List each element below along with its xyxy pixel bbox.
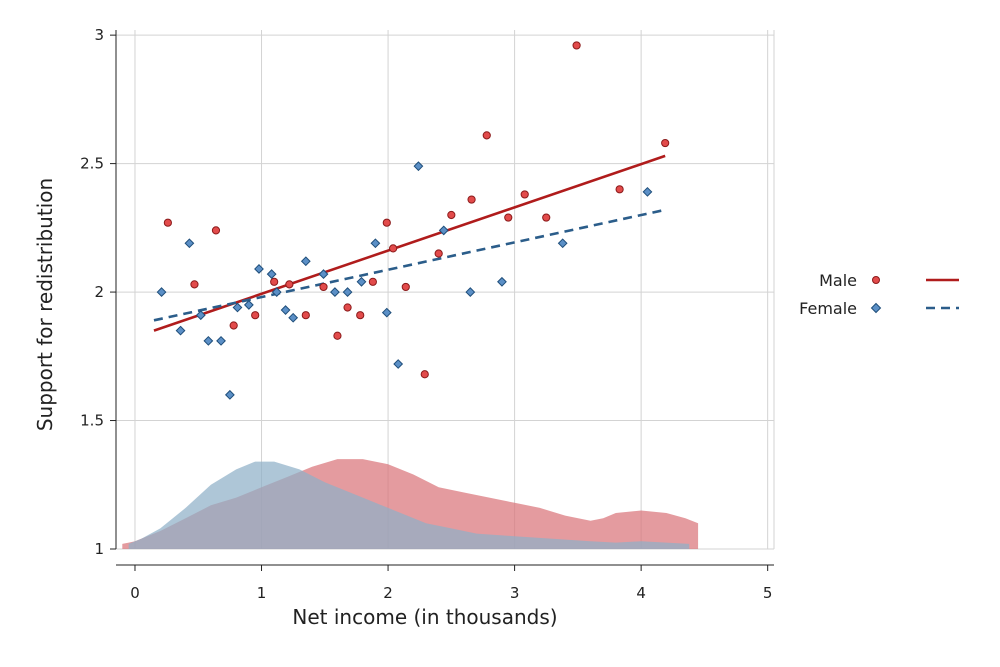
point-female-25 <box>497 276 507 287</box>
x-tick-label-1: 1 <box>257 584 267 602</box>
point-male-6 <box>285 280 294 289</box>
point-female-7 <box>232 302 243 313</box>
point-female-4 <box>203 335 214 346</box>
point-male-13 <box>382 218 391 227</box>
point-male-17 <box>434 249 443 258</box>
legend-item-male: Male <box>819 271 959 290</box>
point-female-19 <box>370 238 381 249</box>
point-female-21 <box>393 359 404 369</box>
legend: Male Female <box>799 271 959 318</box>
point-male-5 <box>270 277 279 286</box>
point-female-10 <box>266 269 277 279</box>
point-female-24 <box>465 287 476 297</box>
point-female-15 <box>318 269 329 279</box>
point-female-20 <box>381 307 392 318</box>
point-male-18 <box>447 210 456 220</box>
x-tick-label-3: 3 <box>510 584 520 602</box>
point-male-12 <box>368 277 377 286</box>
point-male-0 <box>163 218 172 227</box>
point-female-27 <box>642 186 653 197</box>
point-male-9 <box>333 331 342 340</box>
legend-item-female: Female <box>799 299 959 318</box>
y-tick-label-4: 3 <box>94 26 104 44</box>
y-tick-label-0: 1 <box>94 540 104 558</box>
point-female-23 <box>438 225 449 236</box>
legend-label-male: Male <box>819 271 857 290</box>
point-male-11 <box>356 311 365 320</box>
fit-line-male <box>153 154 666 332</box>
y-tick-label-1: 1.5 <box>80 412 104 430</box>
point-female-18 <box>356 276 367 287</box>
point-male-21 <box>504 213 513 222</box>
point-female-0 <box>156 287 167 297</box>
x-axis-title: Net income (in thousands) <box>292 605 557 629</box>
y-ticks: 1 1.5 2 2.5 3 <box>80 26 116 558</box>
point-female-13 <box>288 312 299 323</box>
point-female-16 <box>330 287 340 297</box>
point-male-4 <box>251 311 260 320</box>
point-female-1 <box>175 325 186 336</box>
point-female-8 <box>243 300 254 310</box>
point-male-23 <box>542 213 551 222</box>
point-male-15 <box>401 282 410 292</box>
y-tick-label-3: 2.5 <box>80 155 104 173</box>
point-female-11 <box>271 287 282 297</box>
point-female-5 <box>216 335 226 346</box>
point-male-24 <box>572 41 581 50</box>
fit-lines <box>153 154 666 332</box>
fit-line-female <box>153 208 666 322</box>
y-axis-title: Support for redistribution <box>33 178 57 431</box>
point-female-17 <box>342 287 353 297</box>
y-tick-label-2: 2 <box>94 283 104 301</box>
point-male-1 <box>190 280 199 289</box>
point-male-16 <box>420 370 429 379</box>
point-male-7 <box>301 311 310 320</box>
point-male-10 <box>343 303 352 312</box>
point-male-3 <box>229 321 238 330</box>
point-female-9 <box>254 264 264 274</box>
point-male-25 <box>615 185 624 194</box>
point-female-12 <box>280 305 291 315</box>
x-tick-label-5: 5 <box>763 584 773 602</box>
point-male-14 <box>389 244 398 253</box>
point-female-2 <box>184 238 195 249</box>
legend-label-female: Female <box>799 299 857 318</box>
x-ticks: 0 1 2 3 4 5 <box>130 565 772 602</box>
legend-marker-male <box>872 276 880 284</box>
point-male-2 <box>211 226 221 235</box>
point-male-8 <box>319 282 328 292</box>
density-area-female <box>128 461 690 549</box>
point-male-20 <box>482 131 491 140</box>
density-areas <box>122 459 699 549</box>
point-female-3 <box>195 310 206 321</box>
point-female-26 <box>557 238 568 249</box>
point-male-26 <box>661 138 670 148</box>
x-tick-label-4: 4 <box>636 584 646 602</box>
legend-marker-female <box>870 302 882 314</box>
scatter-points <box>156 41 670 400</box>
x-tick-label-0: 0 <box>130 584 140 602</box>
point-male-19 <box>467 195 476 204</box>
point-female-22 <box>413 161 424 172</box>
grid <box>116 30 775 550</box>
axes: 1 1.5 2 2.5 3 0 1 2 3 4 5 <box>80 26 774 602</box>
point-female-14 <box>300 256 311 267</box>
point-male-22 <box>520 190 529 199</box>
point-female-6 <box>224 389 235 400</box>
x-tick-label-2: 2 <box>383 584 393 602</box>
